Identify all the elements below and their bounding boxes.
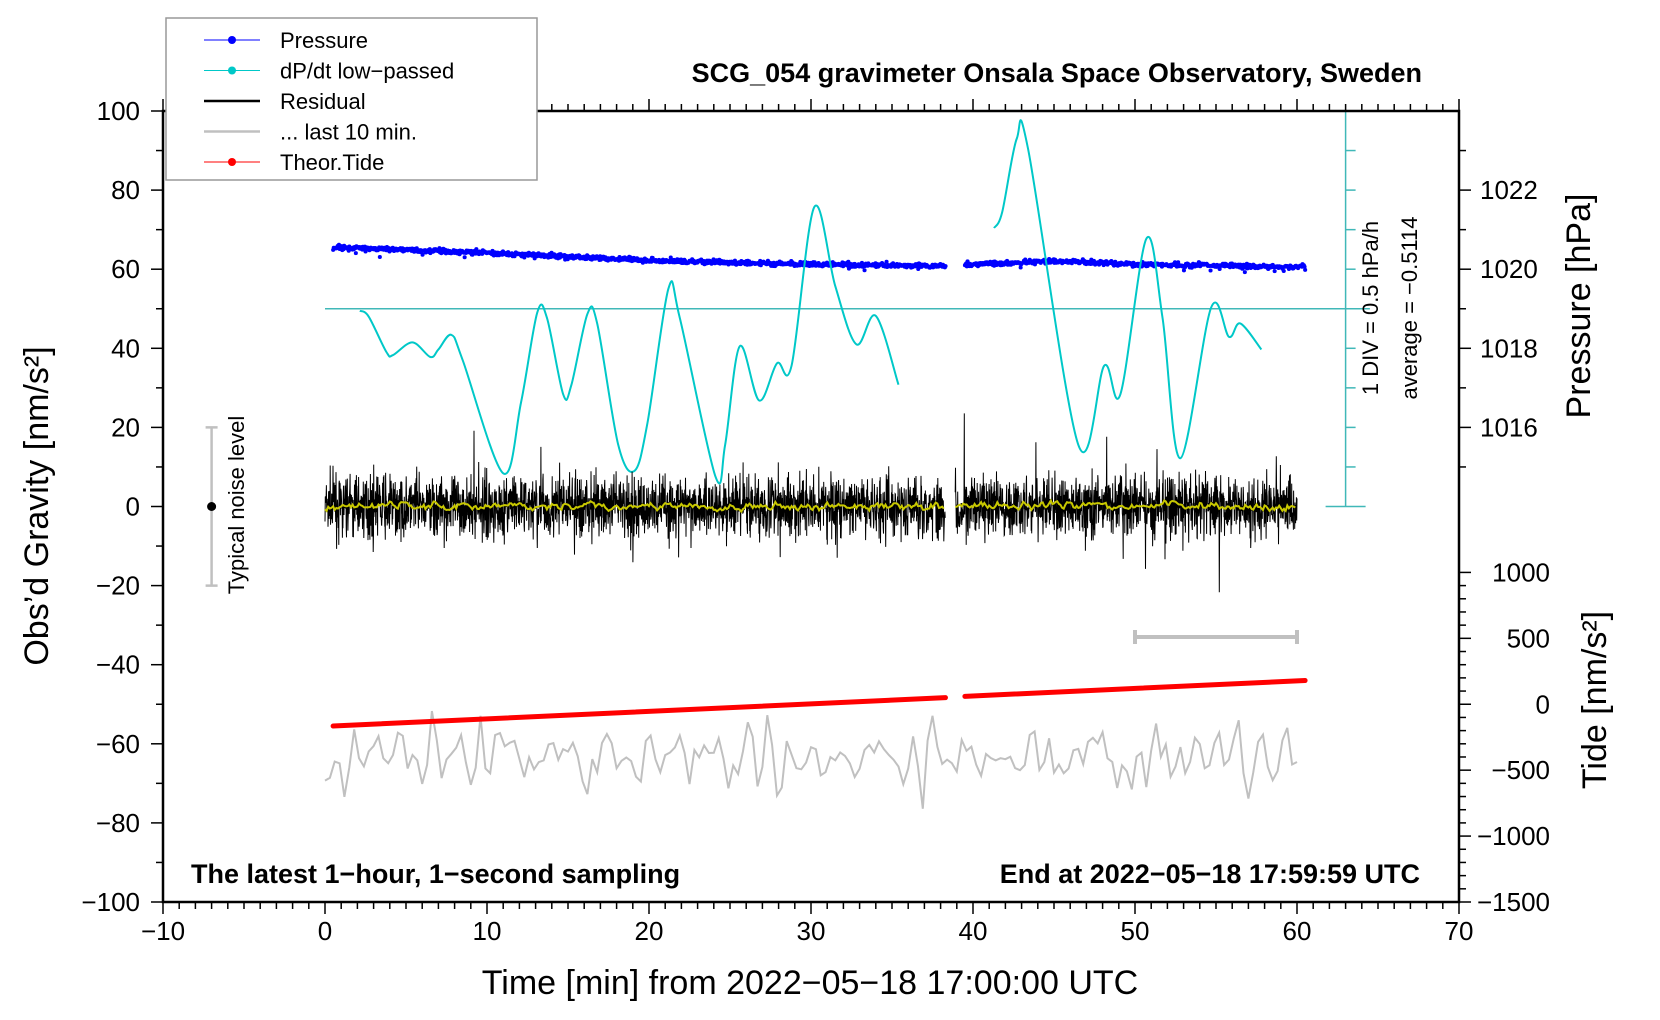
tide-tick-label: −1000 bbox=[1477, 821, 1550, 851]
legend-label: Residual bbox=[280, 89, 366, 114]
tide-tick-label: 500 bbox=[1507, 623, 1550, 653]
tide-tick-label: 1000 bbox=[1492, 557, 1550, 587]
x-tick-label: 10 bbox=[473, 916, 502, 946]
legend-label: Pressure bbox=[280, 28, 368, 53]
pressure-tick-label: 1020 bbox=[1480, 254, 1538, 284]
x-tick-label: 70 bbox=[1445, 916, 1474, 946]
residual-smoothed-segment bbox=[955, 498, 1296, 513]
y-tick-label: 20 bbox=[111, 412, 140, 442]
x-tick-label: 0 bbox=[318, 916, 332, 946]
last-10-min-scale-bar bbox=[1133, 630, 1299, 645]
residual-series-segment bbox=[954, 413, 1298, 593]
x-axis-label: Time [min] from 2022−05−18 17:00:00 UTC bbox=[482, 964, 1138, 1002]
y-tick-label: −40 bbox=[96, 650, 140, 680]
tide-tick-label: −1500 bbox=[1477, 887, 1550, 917]
last-10-min-series bbox=[324, 710, 1298, 809]
noise-level-label: Typical noise level bbox=[224, 416, 249, 595]
y-tick-label: 80 bbox=[111, 175, 140, 205]
dpdt-series-segment bbox=[993, 119, 1263, 460]
x-tick-label: 30 bbox=[797, 916, 826, 946]
y-tick-label: −60 bbox=[96, 729, 140, 759]
bottom-right-annotation: End at 2022−05−18 17:59:59 UTC bbox=[1000, 859, 1420, 889]
y-tick-label: 0 bbox=[126, 492, 140, 522]
legend-label: Theor.Tide bbox=[280, 150, 384, 175]
pressure-axis-label: Pressure [hPa] bbox=[1560, 194, 1598, 419]
tide-tick-label: 0 bbox=[1536, 689, 1550, 719]
x-tick-label: 20 bbox=[635, 916, 664, 946]
tide-series-segment bbox=[330, 695, 948, 729]
legend-marker bbox=[228, 66, 236, 75]
y-tick-label: −80 bbox=[96, 808, 140, 838]
x-tick-label: −10 bbox=[141, 916, 185, 946]
legend: Pressure dP/dt low−passed Residual ... last… bbox=[165, 17, 538, 181]
pressure-tick-label: 1016 bbox=[1480, 412, 1538, 442]
x-tick-label: 60 bbox=[1283, 916, 1312, 946]
pressure-series-segment bbox=[962, 257, 1308, 275]
x-tick-label: 50 bbox=[1121, 916, 1150, 946]
legend-box bbox=[165, 17, 538, 181]
div-label: 1 DIV = 0.5 hPa/h bbox=[1358, 221, 1383, 395]
y-tick-label: −20 bbox=[96, 571, 140, 601]
chart-title: SCG_054 gravimeter Onsala Space Observat… bbox=[692, 58, 1422, 88]
plot-frame bbox=[161, 109, 1461, 904]
tide-tick-label: −500 bbox=[1491, 755, 1550, 785]
tide-axis-label: Tide [nm/s²] bbox=[1576, 611, 1614, 789]
y-axis-label: Obs’d Gravity [nm/s²] bbox=[18, 346, 56, 665]
noise-level-dot bbox=[207, 502, 217, 511]
tide-series-segment bbox=[962, 678, 1308, 699]
legend-label: ... last 10 min. bbox=[280, 120, 417, 145]
legend-label: dP/dt low−passed bbox=[280, 59, 454, 84]
residual-series-segment bbox=[324, 430, 946, 563]
y-tick-label: 60 bbox=[111, 254, 140, 284]
y-tick-label: 40 bbox=[111, 333, 140, 363]
legend-marker bbox=[228, 158, 236, 166]
residual-smoothed-segment bbox=[324, 499, 945, 514]
average-label: average = −0.5114 bbox=[1397, 216, 1422, 399]
y-tick-label: 100 bbox=[97, 96, 140, 126]
bottom-left-annotation: The latest 1−hour, 1−second sampling bbox=[191, 859, 680, 889]
pressure-tick-label: 1018 bbox=[1480, 333, 1538, 363]
x-tick-label: 40 bbox=[959, 916, 988, 946]
legend-marker bbox=[228, 36, 236, 44]
pressure-tick-label: 1022 bbox=[1480, 175, 1538, 205]
pressure-series-segment bbox=[331, 242, 948, 273]
y-tick-label: −100 bbox=[81, 887, 140, 917]
dpdt-series-segment bbox=[359, 204, 900, 485]
